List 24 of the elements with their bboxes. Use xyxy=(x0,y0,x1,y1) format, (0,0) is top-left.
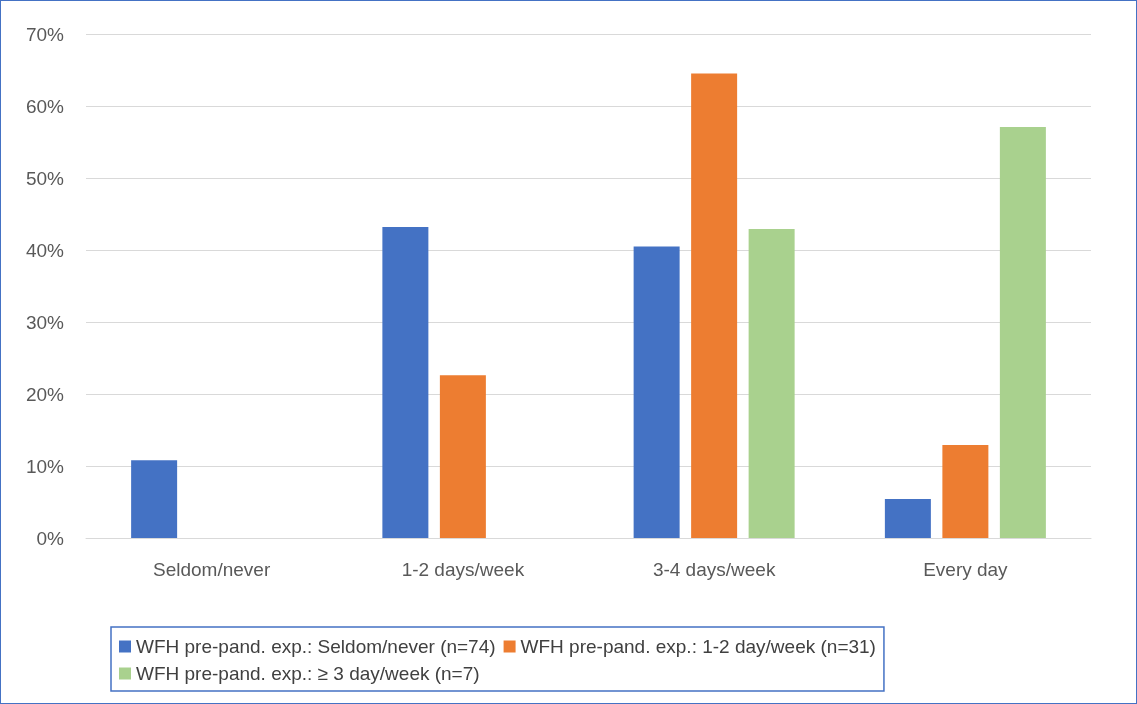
y-tick-label: 0% xyxy=(36,527,65,549)
y-tick-label: 70% xyxy=(25,23,65,45)
y-tick-label: 40% xyxy=(25,239,65,261)
x-tick-label: 1-2 days/week xyxy=(401,559,525,580)
legend-label: WFH pre-pand. exp.: Seldom/never (n=74) xyxy=(136,636,496,657)
bar xyxy=(131,460,178,538)
x-tick-label: 3-4 days/week xyxy=(652,559,776,580)
bar xyxy=(748,229,795,538)
bar xyxy=(999,126,1046,538)
y-tick-label: 30% xyxy=(25,311,65,333)
y-tick-label: 50% xyxy=(25,167,65,189)
bar xyxy=(633,246,680,538)
legend-label: WFH pre-pand. exp.: ≥ 3 day/week (n=7) xyxy=(136,663,480,684)
x-tick-label: Seldom/never xyxy=(153,559,271,580)
x-tick-label: Every day xyxy=(923,559,1009,580)
y-tick-label: 20% xyxy=(25,383,65,405)
legend-label: WFH pre-pand. exp.: 1-2 day/week (n=31) xyxy=(520,636,876,657)
bar xyxy=(691,73,738,538)
bar xyxy=(382,226,429,538)
bar xyxy=(942,445,989,538)
bar xyxy=(439,375,486,538)
y-tick-label: 10% xyxy=(25,455,65,477)
y-tick-label: 60% xyxy=(25,95,65,117)
bar xyxy=(884,499,931,538)
